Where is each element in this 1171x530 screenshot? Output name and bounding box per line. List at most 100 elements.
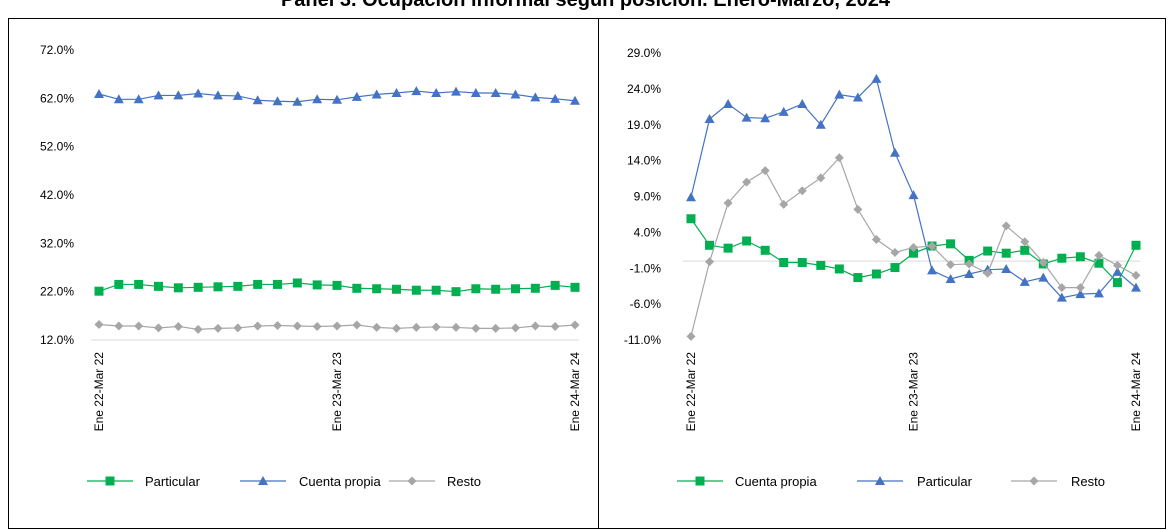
- data-point: [723, 98, 734, 108]
- legend-label: Resto: [447, 474, 481, 489]
- data-point: [273, 279, 282, 289]
- y-tick-label: 32.0%: [40, 236, 74, 250]
- data-point: [852, 92, 863, 102]
- data-point: [705, 240, 715, 250]
- data-point: [815, 119, 826, 129]
- data-point: [797, 258, 807, 268]
- data-point: [173, 90, 184, 100]
- data-point: [890, 247, 900, 257]
- data-point: [451, 86, 461, 96]
- data-point: [392, 323, 401, 333]
- data-point: [292, 321, 302, 331]
- data-point: [853, 273, 863, 283]
- data-point: [816, 260, 826, 270]
- data-point: [470, 88, 481, 98]
- data-point: [371, 89, 382, 99]
- x-tick-label: Ene 23-Mar 23: [907, 352, 921, 432]
- legend-marker: [1029, 476, 1039, 486]
- data-point: [193, 88, 204, 98]
- data-point: [1112, 278, 1122, 288]
- data-point: [114, 321, 124, 331]
- y-tick-label: 9.0%: [634, 190, 662, 204]
- data-point: [113, 94, 124, 104]
- data-point: [1057, 283, 1067, 293]
- data-point: [946, 239, 956, 249]
- data-point: [1075, 283, 1085, 293]
- data-point: [332, 280, 342, 290]
- y-tick-label: 22.0%: [40, 285, 74, 299]
- data-point: [94, 320, 104, 330]
- data-point: [723, 243, 733, 253]
- y-tick-label: 12.0%: [40, 333, 74, 347]
- series-resto: [94, 320, 580, 334]
- data-point: [253, 321, 263, 331]
- data-point: [392, 284, 401, 294]
- legend-label: Resto: [1071, 474, 1105, 489]
- data-point: [490, 88, 501, 98]
- data-point: [871, 235, 881, 245]
- data-point: [834, 89, 845, 99]
- data-point: [134, 321, 144, 331]
- data-point: [946, 260, 956, 270]
- data-point: [511, 284, 520, 294]
- data-point: [352, 283, 362, 293]
- data-point: [550, 321, 560, 331]
- data-point: [1075, 252, 1085, 262]
- data-point: [451, 322, 461, 332]
- series-line: [690, 77, 1137, 299]
- y-tick-label: 24.0%: [627, 82, 661, 96]
- data-point: [686, 192, 696, 202]
- data-point: [871, 73, 882, 83]
- data-point: [431, 322, 441, 332]
- data-point: [550, 280, 560, 290]
- data-point: [471, 284, 481, 294]
- series-cuenta-propia: [686, 214, 1141, 288]
- data-point: [871, 269, 881, 279]
- data-point: [133, 94, 144, 104]
- data-point: [332, 321, 342, 331]
- data-point: [742, 177, 752, 187]
- series-cuenta-propia: [94, 86, 580, 106]
- data-point: [570, 320, 580, 330]
- data-point: [705, 257, 715, 267]
- x-tick-label: Ene 23-Mar 23: [330, 352, 344, 432]
- data-point: [909, 242, 918, 252]
- data-point: [411, 86, 422, 96]
- data-point: [451, 287, 461, 297]
- data-point: [1057, 253, 1067, 263]
- y-tick-label: 4.0%: [634, 225, 662, 239]
- data-point: [570, 95, 580, 105]
- y-tick-label: 29.0%: [627, 46, 661, 60]
- data-point: [173, 321, 183, 331]
- data-point: [983, 268, 993, 278]
- data-point: [352, 320, 362, 330]
- x-tick-label: Ene 22-Mar 22: [684, 352, 698, 432]
- data-point: [927, 265, 938, 275]
- y-tick-label: 42.0%: [40, 188, 74, 202]
- data-point: [173, 283, 183, 293]
- data-point: [1019, 276, 1030, 286]
- x-tick-label: Ene 22-Mar 22: [92, 352, 106, 432]
- legend-item: Resto: [389, 474, 481, 489]
- data-point: [760, 166, 770, 176]
- chart-title: Panel 3. Ocupación informal según posici…: [280, 0, 891, 11]
- data-point: [391, 88, 402, 98]
- legend-item: Cuenta propia: [677, 474, 817, 489]
- legend-label: Particular: [145, 474, 201, 489]
- right-chart-panel: 29.0% 24.0% 19.0% 14.0% 9.0% 4.0% -1.0% -6.0% -1…: [598, 18, 1166, 529]
- data-point: [927, 241, 937, 251]
- x-tick-label: Ene 24-Mar 24: [1129, 352, 1143, 432]
- legend-marker: [407, 476, 417, 486]
- data-point: [760, 113, 771, 123]
- data-point: [890, 263, 900, 273]
- series-particular: [94, 278, 580, 297]
- y-tick-label: 72.0%: [40, 43, 74, 57]
- data-point: [491, 323, 501, 333]
- data-point: [232, 90, 243, 100]
- data-point: [1001, 248, 1011, 258]
- legend-marker: [695, 476, 705, 486]
- data-point: [431, 88, 442, 98]
- x-tick-label: Ene 24-Mar 24: [568, 352, 582, 432]
- data-point: [253, 279, 263, 289]
- data-point: [550, 93, 561, 103]
